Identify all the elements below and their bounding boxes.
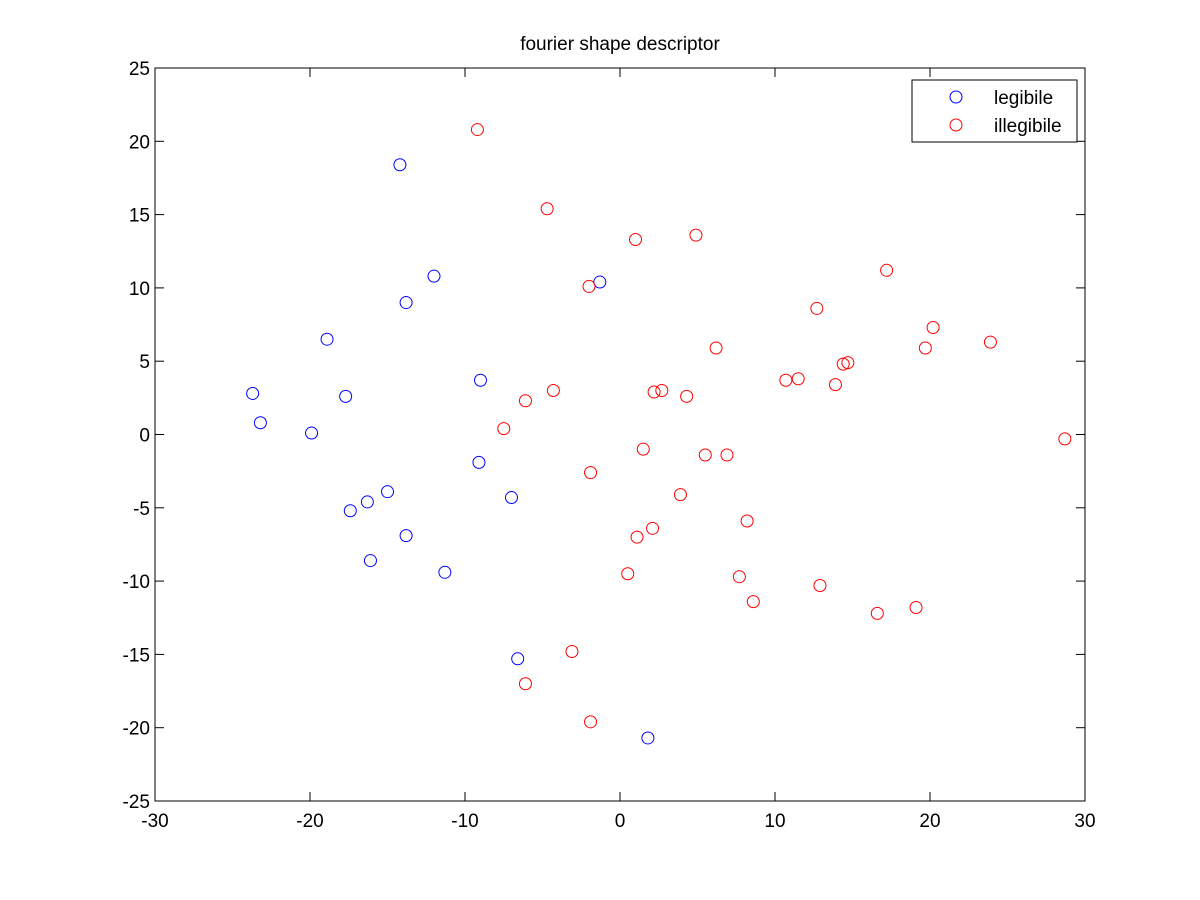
data-point-illegibile <box>680 389 694 403</box>
legend: legibile illegibile <box>911 79 1078 143</box>
y-tick-label: -5 <box>133 499 150 520</box>
data-point-illegibile <box>518 394 532 408</box>
y-tick-label: -20 <box>123 719 150 740</box>
data-point-legibile <box>360 495 374 509</box>
data-point-legibile <box>438 565 452 579</box>
data-point-illegibile <box>791 372 805 386</box>
axes: -30 -20 -10 0 10 20 30 -25 -20 -15 -10 -5 0 5 10 15 20 25 <box>123 59 1096 832</box>
data-point-illegibile <box>698 448 712 462</box>
data-point-illegibile <box>584 715 598 729</box>
data-point-illegibile <box>470 123 484 137</box>
data-point-illegibile <box>810 301 824 315</box>
data-point-legibile <box>427 269 441 283</box>
data-point-legibile <box>343 504 357 518</box>
data-point-legibile <box>363 554 377 568</box>
data-point-illegibile <box>689 228 703 242</box>
data-point-illegibile <box>673 488 687 502</box>
data-point-legibile <box>641 731 655 745</box>
data-point-illegibile <box>584 466 598 480</box>
x-tick-label: 0 <box>615 811 626 832</box>
data-point-illegibile <box>546 384 560 398</box>
data-point-illegibile <box>909 600 923 614</box>
data-point-illegibile <box>828 378 842 392</box>
data-point-legibile <box>253 416 267 430</box>
data-point-legibile <box>246 386 260 400</box>
data-point-legibile <box>472 455 486 469</box>
data-point-illegibile <box>813 578 827 592</box>
data-point-legibile <box>339 389 353 403</box>
y-tick-label: -10 <box>123 572 150 593</box>
data-point-legibile <box>305 426 319 440</box>
data-point-illegibile <box>630 530 644 544</box>
data-point-legibile <box>381 485 394 499</box>
data-point-legibile <box>399 296 413 310</box>
data-point-illegibile <box>497 422 511 436</box>
x-tick-label: 20 <box>919 811 940 832</box>
data-point-illegibile <box>709 341 723 355</box>
data-point-illegibile <box>540 202 554 216</box>
data-point-legibile <box>399 529 413 543</box>
x-tick-label: -10 <box>451 811 478 832</box>
data-point-illegibile <box>621 567 635 581</box>
data-point-illegibile <box>646 521 660 535</box>
data-point-illegibile <box>746 595 760 609</box>
data-point-illegibile <box>779 373 793 387</box>
data-point-legibile <box>505 491 518 505</box>
legend-marker-illegibile <box>949 118 963 132</box>
data-point-illegibile <box>629 233 642 247</box>
data-point-legibile <box>474 373 487 387</box>
plot-area <box>154 67 1086 802</box>
data-point-illegibile <box>518 677 532 691</box>
y-tick-label: 15 <box>129 206 150 227</box>
data-point-illegibile <box>720 448 734 462</box>
data-point-illegibile <box>636 442 650 456</box>
y-tick-label: 20 <box>129 132 150 153</box>
legend-box <box>911 79 1078 143</box>
y-tick-label: 25 <box>129 59 150 80</box>
legend-label-legibile: legibile <box>994 88 1053 109</box>
data-point-illegibile <box>582 279 596 293</box>
data-point-illegibile <box>1058 432 1072 446</box>
data-point-legibile <box>393 158 407 172</box>
x-tick-label: 10 <box>764 811 785 832</box>
data-point-legibile <box>511 652 525 666</box>
y-tick-label: -25 <box>123 792 150 813</box>
x-tick-label: 30 <box>1074 811 1095 832</box>
x-tick-label: -20 <box>296 811 323 832</box>
y-tick-label: 5 <box>139 352 150 373</box>
y-tick-label: 10 <box>129 279 150 300</box>
legend-label-illegibile: illegibile <box>994 116 1062 137</box>
legend-marker-legibile <box>949 90 963 104</box>
data-point-illegibile <box>918 341 932 355</box>
y-tick-label: 0 <box>139 426 150 447</box>
data-point-illegibile <box>740 514 754 528</box>
data-point-illegibile <box>926 320 940 334</box>
data-point-legibile <box>320 332 334 346</box>
data-points <box>246 123 1072 745</box>
data-point-illegibile <box>565 644 579 658</box>
data-point-illegibile <box>880 263 894 277</box>
x-tick-label: -30 <box>141 811 168 832</box>
chart-title: fourier shape descriptor <box>520 34 720 55</box>
data-point-illegibile <box>870 606 884 620</box>
data-point-illegibile <box>732 570 746 584</box>
y-tick-label: -15 <box>123 645 150 666</box>
data-point-illegibile <box>655 384 669 398</box>
data-point-illegibile <box>983 335 997 349</box>
data-point-legibile <box>593 275 607 289</box>
data-point-illegibile <box>836 357 850 371</box>
data-point-illegibile <box>647 385 661 399</box>
